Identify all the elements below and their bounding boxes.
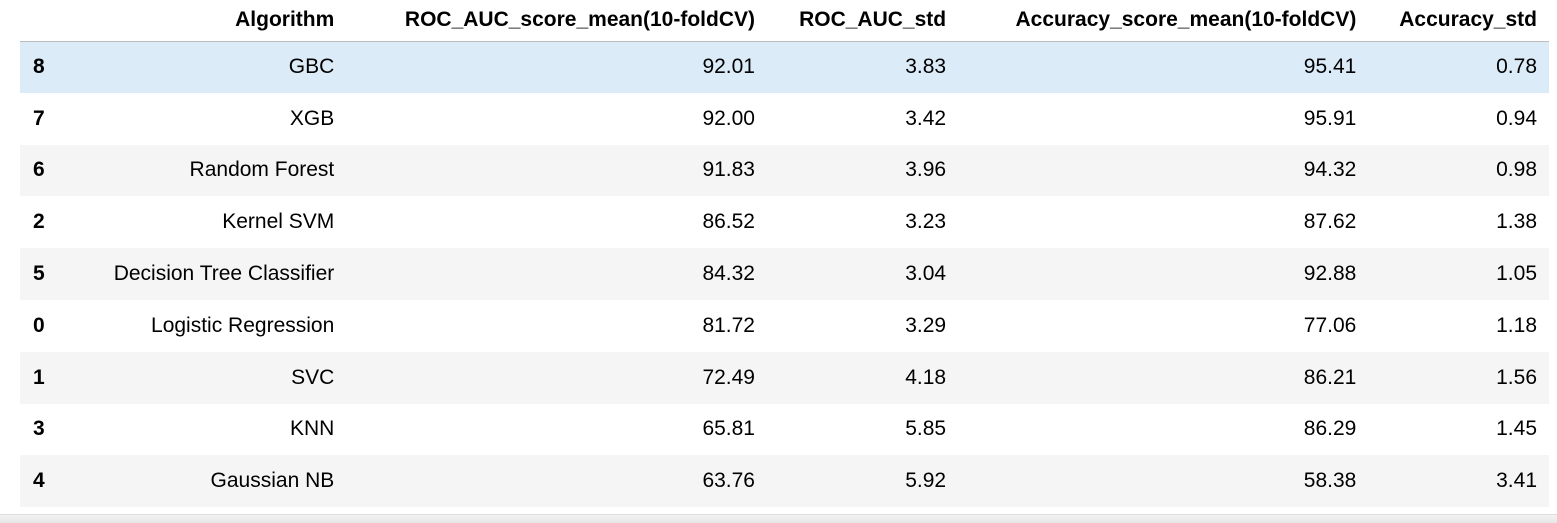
cell-algorithm: Random Forest [189, 158, 335, 182]
column-header-accuracy-std: Accuracy_std [1368, 0, 1549, 42]
cell-accuracy-mean: 77.06 [1303, 313, 1357, 337]
cell-accuracy-mean: 95.91 [1303, 106, 1357, 130]
table-row[interactable]: 7 XGB 92.00 3.42 95.91 0.94 [20, 92, 1549, 145]
cell-accuracy-mean: 87.62 [1303, 210, 1357, 234]
cell-accuracy-std: 1.18 [1496, 313, 1537, 337]
row-index: 2 [33, 210, 45, 234]
cell-roc-auc-mean: 86.52 [702, 210, 755, 234]
cell-algorithm: KNN [289, 417, 335, 441]
column-header-roc-auc-std: ROC_AUC_std [767, 0, 959, 42]
cell-roc-auc-std: 3.29 [905, 313, 947, 337]
cell-roc-auc-std: 5.92 [905, 469, 947, 493]
cell-algorithm: XGB [289, 106, 335, 130]
row-index: 8 [33, 55, 45, 79]
index-header [20, 0, 72, 42]
cell-accuracy-mean: 94.32 [1303, 158, 1357, 182]
row-index: 0 [33, 313, 45, 337]
cell-roc-auc-mean: 92.01 [702, 55, 755, 79]
cell-accuracy-std: 1.38 [1496, 210, 1537, 234]
column-header-accuracy-mean: Accuracy_score_mean(10-foldCV) [958, 0, 1369, 42]
table-row[interactable]: 3 KNN 65.81 5.85 86.29 1.45 [20, 403, 1549, 456]
cell-roc-auc-std: 3.83 [905, 55, 947, 79]
table-row[interactable]: 5 Decision Tree Classifier 84.32 3.04 92… [20, 248, 1549, 300]
row-index: 4 [33, 469, 45, 493]
table-row[interactable]: 0 Logistic Regression 81.72 3.29 77.06 1… [20, 299, 1549, 352]
row-index: 3 [33, 417, 45, 441]
results-table: Algorithm ROC_AUC_score_mean(10-foldCV) … [20, 0, 1549, 508]
table-body: 8 GBC 92.01 3.83 95.41 0.78 7 XGB 92.00 … [20, 41, 1549, 508]
cell-algorithm: Logistic Regression [151, 313, 335, 337]
cell-accuracy-std: 3.41 [1496, 469, 1537, 493]
table-row[interactable]: 1 SVC 72.49 4.18 86.21 1.56 [20, 351, 1549, 404]
cell-algorithm: GBC [288, 55, 335, 79]
table-row[interactable]: 2 Kernel SVM 86.52 3.23 87.62 1.38 [20, 196, 1549, 249]
column-header-roc-auc-mean: ROC_AUC_score_mean(10-foldCV) [346, 0, 767, 42]
cell-accuracy-mean: 92.88 [1303, 262, 1357, 286]
cell-roc-auc-std: 3.42 [905, 106, 947, 130]
cell-algorithm: Kernel SVM [222, 210, 335, 234]
cell-roc-auc-mean: 84.32 [702, 262, 755, 286]
table-row[interactable]: 6 Random Forest 91.83 3.96 94.32 0.98 [20, 144, 1549, 197]
cell-accuracy-mean: 58.38 [1303, 469, 1357, 493]
cell-algorithm: Gaussian NB [210, 469, 335, 493]
cell-accuracy-std: 0.78 [1496, 55, 1537, 79]
cell-accuracy-mean: 86.29 [1303, 417, 1357, 441]
cell-roc-auc-mean: 91.83 [702, 158, 755, 182]
cell-roc-auc-mean: 72.49 [702, 365, 755, 389]
row-index: 7 [33, 106, 45, 130]
cell-roc-auc-mean: 92.00 [702, 106, 755, 130]
row-index: 1 [33, 365, 45, 389]
cell-accuracy-std: 0.94 [1496, 106, 1537, 130]
header-row: Algorithm ROC_AUC_score_mean(10-foldCV) … [20, 0, 1549, 42]
cell-accuracy-std: 1.45 [1496, 417, 1537, 441]
cell-roc-auc-std: 3.04 [905, 262, 947, 286]
cell-algorithm: SVC [291, 365, 335, 389]
cell-roc-auc-mean: 81.72 [702, 313, 755, 337]
cell-roc-auc-std: 5.85 [905, 417, 947, 441]
cell-accuracy-mean: 86.21 [1303, 365, 1357, 389]
cell-roc-auc-std: 3.96 [905, 158, 947, 182]
table-row[interactable]: 8 GBC 92.01 3.83 95.41 0.78 [20, 41, 1549, 93]
table-header: Algorithm ROC_AUC_score_mean(10-foldCV) … [20, 0, 1549, 42]
column-header-algorithm: Algorithm [72, 0, 347, 42]
table-row[interactable]: 4 Gaussian NB 63.76 5.92 58.38 3.41 [20, 455, 1549, 508]
cell-accuracy-std: 1.05 [1496, 262, 1537, 286]
cell-roc-auc-mean: 65.81 [702, 417, 755, 441]
cell-accuracy-std: 0.98 [1496, 158, 1537, 182]
cell-roc-auc-std: 3.23 [905, 210, 947, 234]
cell-roc-auc-std: 4.18 [905, 365, 947, 389]
cell-algorithm: Decision Tree Classifier [113, 262, 335, 286]
row-index: 6 [33, 158, 45, 182]
horizontal-scrollbar[interactable] [0, 514, 1557, 523]
cell-roc-auc-mean: 63.76 [702, 469, 755, 493]
row-index: 5 [33, 262, 45, 286]
cell-accuracy-std: 1.56 [1496, 365, 1537, 389]
cell-accuracy-mean: 95.41 [1303, 55, 1357, 79]
